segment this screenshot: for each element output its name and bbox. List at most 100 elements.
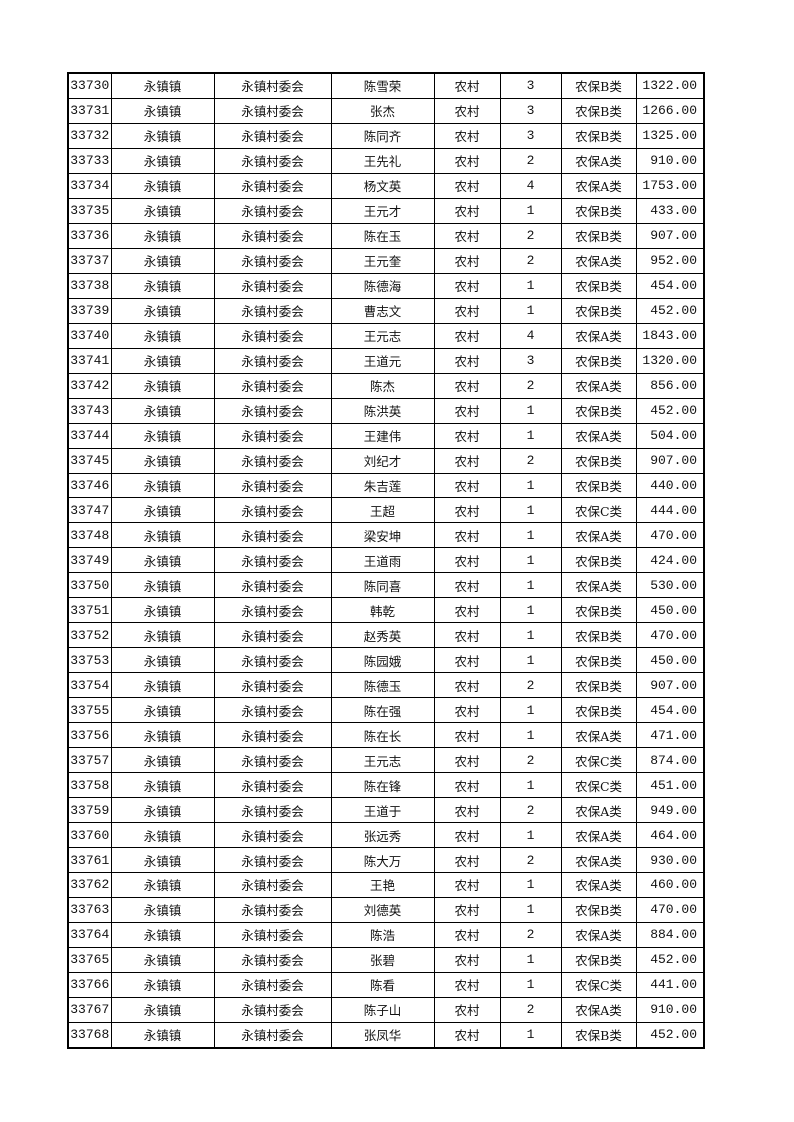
household-type-cell: 农村 [433,872,501,898]
table-row: 33747 永镇镇 永镇村委会 王超 农村 1 农保C类 444.00 [67,497,705,524]
household-size-cell: 2 [499,147,562,174]
record-id-cell: 33746 [67,472,112,499]
town-cell: 永镇镇 [110,797,215,824]
village-committee-cell: 永镇村委会 [213,847,332,873]
person-name-cell: 王元才 [330,197,435,224]
insurance-category-cell: 农保A类 [560,921,637,948]
town-cell: 永镇镇 [110,122,215,149]
village-committee-cell: 永镇村委会 [213,572,332,599]
record-id-cell: 33768 [67,1021,112,1049]
town-cell: 永镇镇 [110,647,215,674]
person-name-cell: 陈在锋 [330,772,435,799]
insurance-category-cell: 农保B类 [560,597,637,624]
insurance-category-cell: 农保B类 [560,397,637,424]
insurance-category-cell: 农保B类 [560,647,637,674]
person-name-cell: 陈德海 [330,272,435,299]
household-type-cell: 农村 [433,197,501,224]
village-committee-cell: 永镇村委会 [213,872,332,898]
household-type-cell: 农村 [433,772,501,799]
record-id-cell: 33737 [67,247,112,274]
amount-cell: 1320.00 [635,347,705,374]
table-row: 33767 永镇镇 永镇村委会 陈子山 农村 2 农保A类 910.00 [67,996,705,1023]
insurance-category-cell: 农保B类 [560,197,637,224]
person-name-cell: 陈德玉 [330,672,435,699]
village-committee-cell: 永镇村委会 [213,996,332,1023]
person-name-cell: 王道元 [330,347,435,374]
person-name-cell: 王道于 [330,797,435,824]
person-name-cell: 王元志 [330,322,435,349]
town-cell: 永镇镇 [110,872,215,898]
town-cell: 永镇镇 [110,72,215,99]
record-id-cell: 33765 [67,946,112,973]
amount-cell: 907.00 [635,672,705,699]
amount-cell: 464.00 [635,822,705,849]
table-row: 33751 永镇镇 永镇村委会 韩乾 农村 1 农保B类 450.00 [67,597,705,624]
household-type-cell: 农村 [433,422,501,449]
amount-cell: 884.00 [635,921,705,948]
amount-cell: 470.00 [635,522,705,549]
amount-cell: 874.00 [635,747,705,774]
village-committee-cell: 永镇村委会 [213,147,332,174]
person-name-cell: 曹志文 [330,297,435,324]
amount-cell: 424.00 [635,547,705,574]
household-type-cell: 农村 [433,272,501,299]
household-size-cell: 3 [499,347,562,374]
village-committee-cell: 永镇村委会 [213,72,332,99]
amount-cell: 530.00 [635,572,705,599]
table-row: 33754 永镇镇 永镇村委会 陈德玉 农村 2 农保B类 907.00 [67,672,705,699]
table-row: 33730 永镇镇 永镇村委会 陈雪荣 农村 3 农保B类 1322.00 [67,72,705,99]
amount-cell: 1843.00 [635,322,705,349]
household-type-cell: 农村 [433,1021,501,1049]
person-name-cell: 陈园娥 [330,647,435,674]
amount-cell: 470.00 [635,896,705,923]
household-type-cell: 农村 [433,247,501,274]
record-id-cell: 33735 [67,197,112,224]
household-type-cell: 农村 [433,522,501,549]
table-row: 33741 永镇镇 永镇村委会 王道元 农村 3 农保B类 1320.00 [67,347,705,374]
table-row: 33764 永镇镇 永镇村委会 陈浩 农村 2 农保A类 884.00 [67,921,705,948]
town-cell: 永镇镇 [110,147,215,174]
record-id-cell: 33756 [67,722,112,749]
household-size-cell: 2 [499,672,562,699]
table-row: 33752 永镇镇 永镇村委会 赵秀英 农村 1 农保B类 470.00 [67,622,705,649]
household-type-cell: 农村 [433,122,501,149]
household-size-cell: 2 [499,847,562,873]
town-cell: 永镇镇 [110,197,215,224]
town-cell: 永镇镇 [110,697,215,724]
person-name-cell: 陈在强 [330,697,435,724]
record-id-cell: 33749 [67,547,112,574]
person-name-cell: 陈子山 [330,996,435,1023]
record-id-cell: 33753 [67,647,112,674]
table-row: 33757 永镇镇 永镇村委会 王元志 农村 2 农保C类 874.00 [67,747,705,774]
household-type-cell: 农村 [433,996,501,1023]
record-id-cell: 33764 [67,921,112,948]
town-cell: 永镇镇 [110,722,215,749]
household-size-cell: 2 [499,222,562,249]
village-committee-cell: 永镇村委会 [213,447,332,474]
record-id-cell: 33730 [67,72,112,99]
person-name-cell: 王元志 [330,747,435,774]
amount-cell: 470.00 [635,622,705,649]
insurance-category-cell: 农保A类 [560,872,637,898]
household-type-cell: 农村 [433,971,501,998]
amount-cell: 454.00 [635,697,705,724]
household-type-cell: 农村 [433,72,501,99]
amount-cell: 907.00 [635,222,705,249]
table-row: 33738 永镇镇 永镇村委会 陈德海 农村 1 农保B类 454.00 [67,272,705,299]
household-type-cell: 农村 [433,322,501,349]
household-type-cell: 农村 [433,946,501,973]
table-row: 33759 永镇镇 永镇村委会 王道于 农村 2 农保A类 949.00 [67,797,705,824]
person-name-cell: 陈同齐 [330,122,435,149]
record-id-cell: 33741 [67,347,112,374]
village-committee-cell: 永镇村委会 [213,297,332,324]
village-committee-cell: 永镇村委会 [213,747,332,774]
person-name-cell: 梁安坤 [330,522,435,549]
insurance-category-cell: 农保B类 [560,672,637,699]
records-table: 33730 永镇镇 永镇村委会 陈雪荣 农村 3 农保B类 1322.00 33731 永镇镇 永镇… [67,72,705,1049]
record-id-cell: 33748 [67,522,112,549]
household-size-cell: 2 [499,447,562,474]
town-cell: 永镇镇 [110,247,215,274]
person-name-cell: 朱吉莲 [330,472,435,499]
household-type-cell: 农村 [433,896,501,923]
amount-cell: 433.00 [635,197,705,224]
